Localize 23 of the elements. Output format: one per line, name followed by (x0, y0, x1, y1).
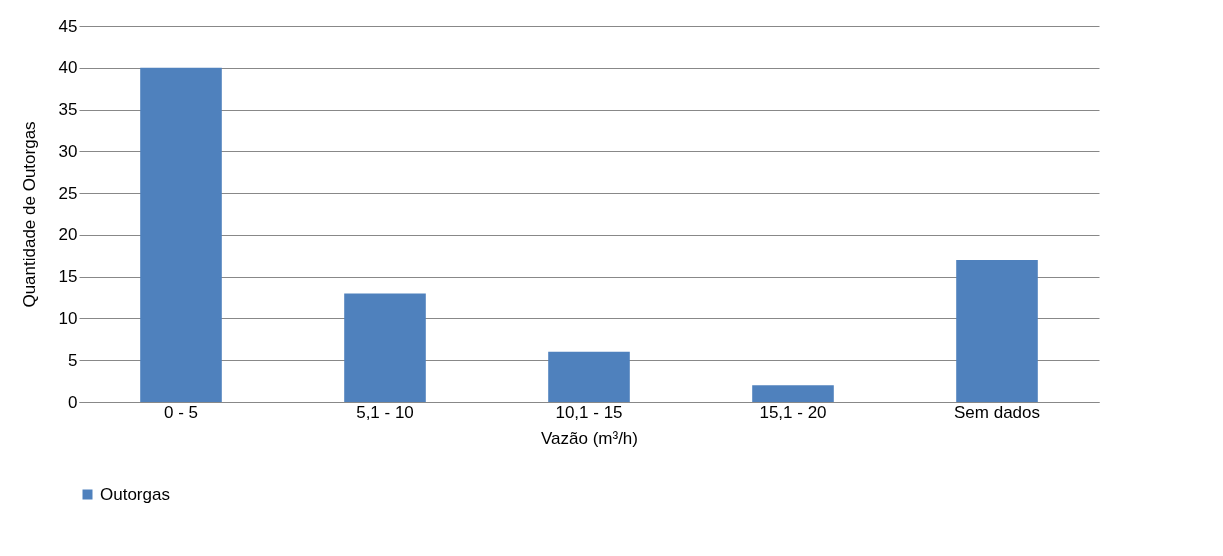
y-tick-label: 5 (68, 350, 78, 370)
y-tick-label: 45 (58, 16, 78, 36)
x-axis-title: Vazão (m³/h) (541, 428, 638, 448)
y-tick-label: 35 (58, 100, 78, 120)
y-tick-label: 15 (58, 267, 78, 287)
x-tick-label: 15,1 - 20 (759, 402, 827, 422)
x-tick-label: Sem dados (954, 402, 1040, 422)
legend-label: Outorgas (100, 484, 170, 504)
x-tick-label: 0 - 5 (163, 402, 199, 422)
y-tick-label: 0 (68, 392, 78, 412)
bar (344, 293, 426, 402)
bar (752, 385, 834, 402)
y-tick-label: 10 (58, 308, 78, 328)
bar (140, 67, 222, 402)
y-tick-label: 40 (58, 58, 78, 78)
y-tick-label: 30 (58, 141, 78, 161)
x-tick-label: 5,1 - 10 (356, 402, 414, 422)
bar (548, 351, 630, 402)
y-tick-label: 25 (58, 183, 78, 203)
y-tick-label: 20 (58, 225, 78, 245)
x-tick-label: 10,1 - 15 (555, 402, 623, 422)
y-axis-title: Quantidade de Outorgas (19, 121, 39, 308)
bar (956, 259, 1038, 402)
